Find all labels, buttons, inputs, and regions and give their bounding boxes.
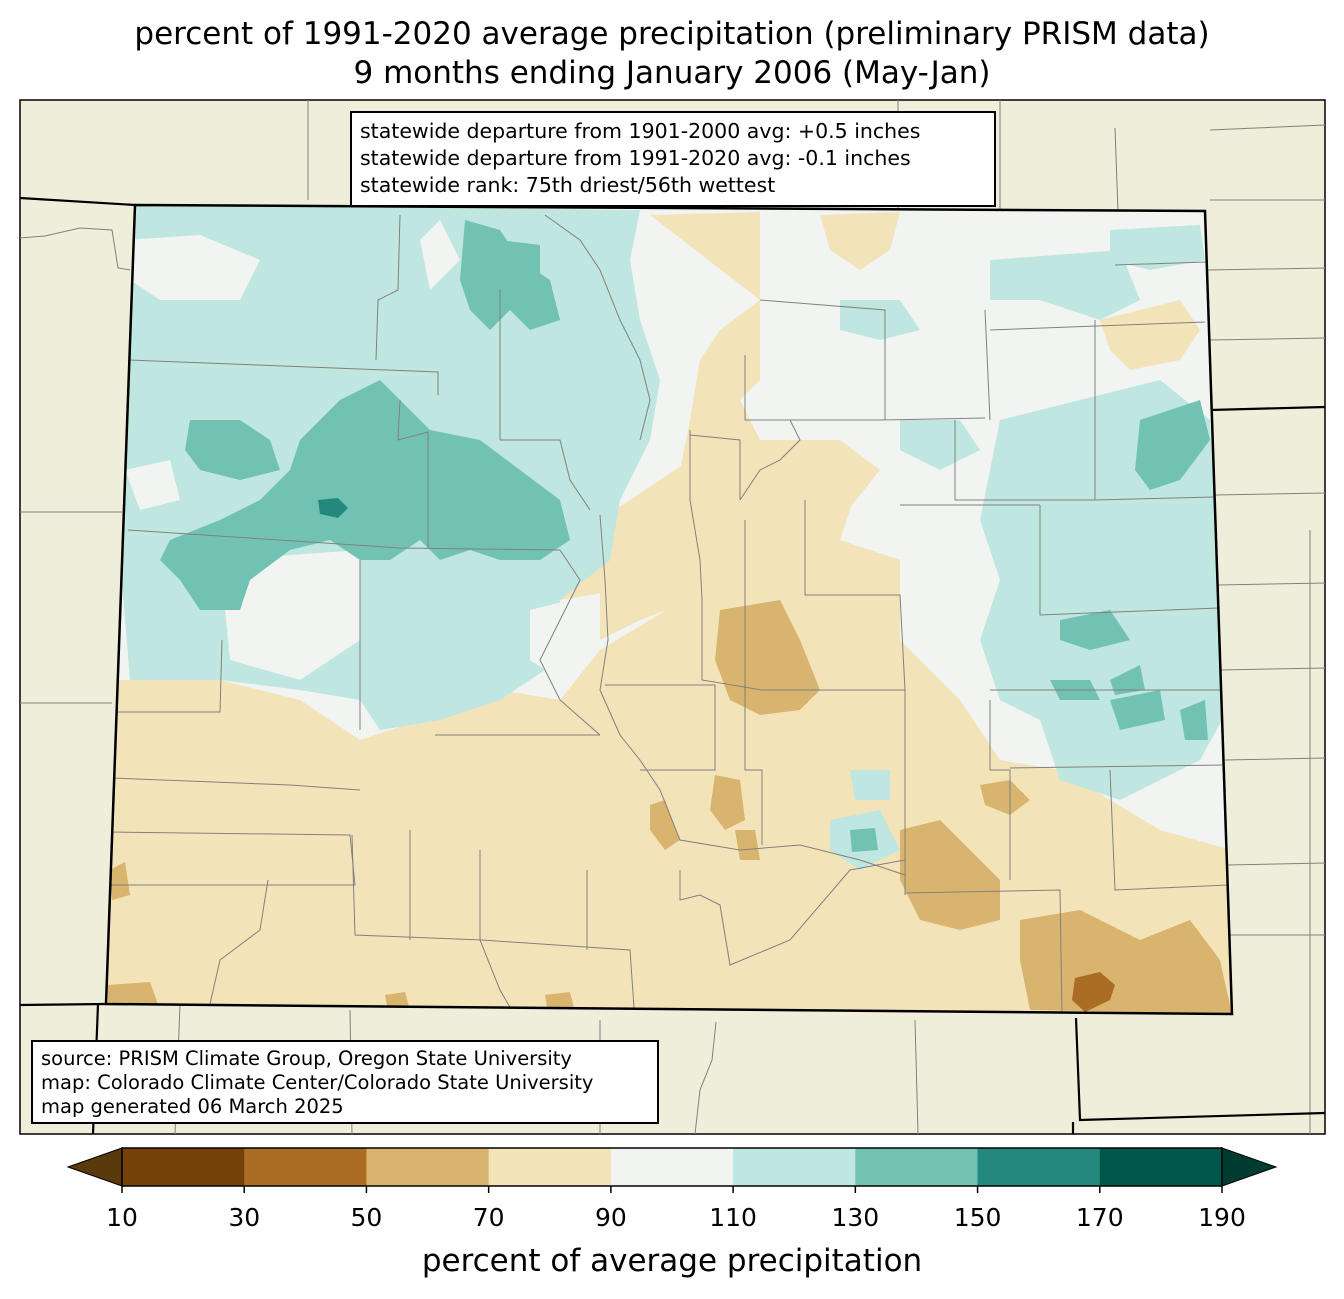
colorbar-label: percent of average precipitation	[421, 1243, 923, 1279]
colorbar	[66, 1147, 1278, 1193]
colorbar-bin-170-190	[1099, 1148, 1223, 1186]
precipitation-field	[106, 205, 1232, 1014]
colorbar-bin-150-170	[977, 1148, 1101, 1186]
stats-departure-1901-2000: statewide departure from 1901-2000 avg: …	[360, 119, 921, 143]
colorbar-tick-label: 30	[228, 1203, 261, 1232]
stats-rank: statewide rank: 75th driest/56th wettest	[360, 173, 776, 197]
colorbar-tick-label: 70	[472, 1203, 505, 1232]
colorado-border	[104, 203, 1234, 1016]
colorbar-tick-label: 150	[953, 1203, 1002, 1232]
colorbar-under-arrow	[66, 1147, 123, 1187]
statewide-stats-box: statewide departure from 1901-2000 avg: …	[350, 111, 996, 207]
colorbar-bin-70-90	[488, 1148, 612, 1186]
colorbar-tick-label: 190	[1198, 1203, 1246, 1232]
colorbar-bin-110-130	[733, 1148, 856, 1186]
colorbar-bin-90-110	[610, 1148, 734, 1186]
colorbar-tick-label: 10	[106, 1203, 138, 1232]
state-borders	[20, 196, 1325, 1134]
colorbar-tick-label: 130	[831, 1203, 880, 1232]
map-title-line2: 9 months ending January 2006 (May-Jan)	[353, 55, 991, 91]
colorbar-bin-10-30	[122, 1148, 245, 1186]
colorbar-bin-50-70	[366, 1148, 490, 1186]
map-title-line1: percent of 1991-2020 average precipitati…	[134, 16, 1210, 52]
colorbar-tick-label: 110	[709, 1203, 757, 1232]
colorbar-tick-label: 170	[1075, 1203, 1124, 1232]
colorbar-over-arrow	[1221, 1147, 1278, 1187]
stats-departure-1991-2020: statewide departure from 1991-2020 avg: …	[360, 146, 911, 170]
generated-date-line: map generated 06 March 2025	[41, 1095, 344, 1118]
colorbar-tick-label: 50	[350, 1203, 383, 1232]
source-box: source: PRISM Climate Group, Oregon Stat…	[31, 1040, 659, 1124]
map-credit-line: map: Colorado Climate Center/Colorado St…	[41, 1071, 594, 1094]
colorbar-bin-30-50	[244, 1148, 367, 1186]
source-line: source: PRISM Climate Group, Oregon Stat…	[41, 1047, 572, 1070]
colorbar-tick-label: 90	[594, 1203, 627, 1232]
colorbar-bin-130-150	[855, 1148, 979, 1186]
